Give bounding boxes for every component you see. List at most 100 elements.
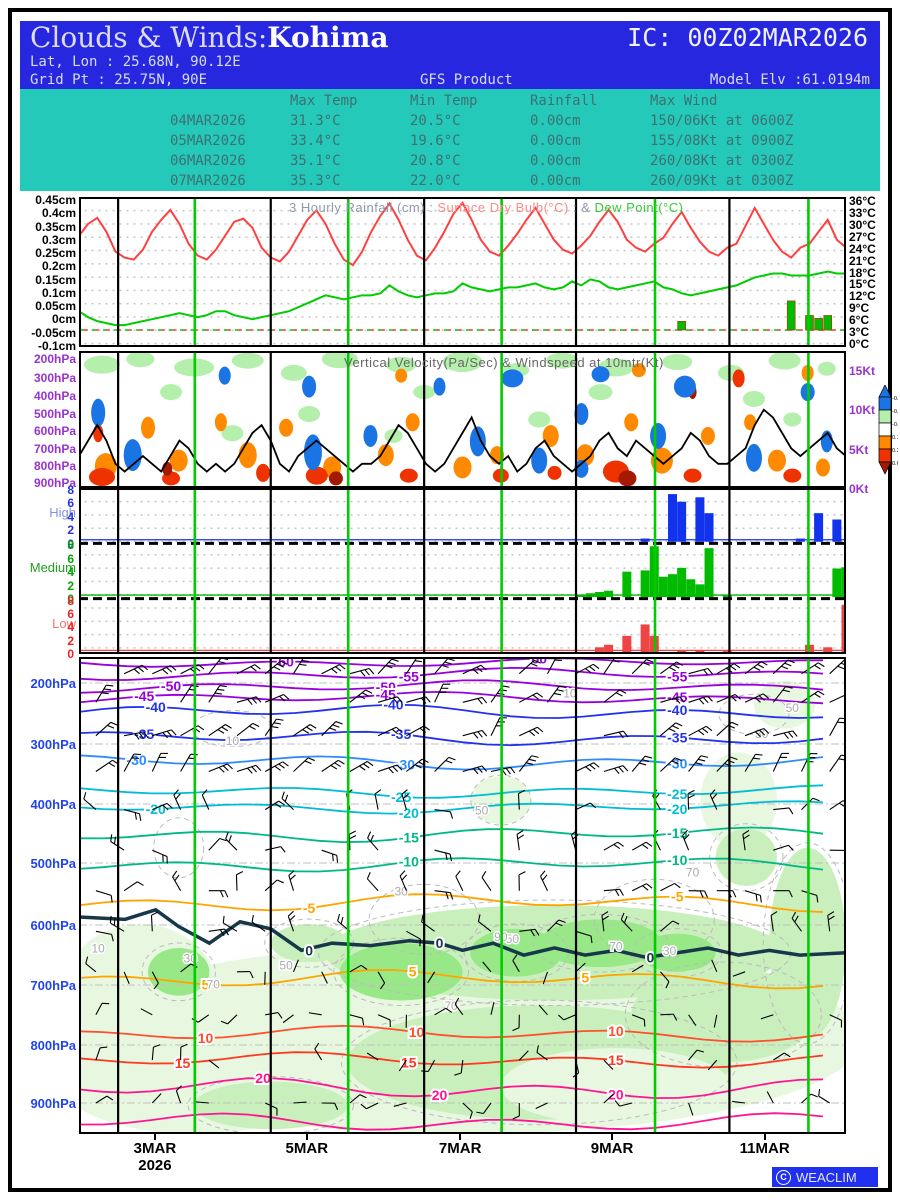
svg-text:0.1: 0.1 (892, 435, 898, 441)
p1-right-tick: 33°C (849, 205, 876, 220)
wind-barb (151, 1044, 161, 1061)
table-header: Max Wind (650, 93, 718, 109)
p1-right-tick: 6°C (849, 313, 870, 328)
wind-barb (744, 753, 763, 772)
wind-barb (518, 1050, 529, 1061)
page-title: Clouds & Winds:Kohima (30, 21, 389, 54)
brand-label: WEACLIM (796, 1169, 857, 1185)
wind-barb (264, 718, 284, 737)
wind-barb (434, 658, 455, 675)
wind-barb (829, 754, 846, 772)
svg-text:50: 50 (475, 803, 489, 817)
wind-barb (732, 971, 746, 977)
x-axis-tick (763, 1134, 766, 1140)
svg-text:15: 15 (175, 1055, 191, 1071)
wind-barb (236, 764, 262, 774)
table-cell: 0.00cm (530, 133, 581, 149)
wind-barb (791, 911, 802, 932)
wind-barb (575, 762, 600, 772)
wind-barb (801, 797, 820, 810)
svg-text:-55: -55 (399, 668, 419, 684)
wind-barb (208, 724, 232, 737)
wind-barb (575, 802, 597, 811)
wind-barb (518, 871, 526, 891)
x-axis-label: 7MAR (438, 1140, 482, 1157)
p3-tick: 8 (67, 593, 74, 608)
wind-barb (151, 1093, 162, 1104)
wind-barb (95, 1002, 110, 1016)
svg-text:-55: -55 (667, 669, 687, 685)
wind-barb (558, 1014, 576, 1021)
table-cell: 20.8°C (410, 153, 461, 169)
wind-barb (631, 841, 653, 851)
wind-barb (349, 1014, 365, 1026)
svg-text:-25: -25 (667, 786, 687, 802)
wind-barb (406, 930, 421, 947)
p4-left-tick: 300hPa (30, 737, 76, 752)
svg-text:0: 0 (436, 935, 444, 951)
wind-barb (744, 728, 770, 738)
outer-frame (8, 8, 892, 1192)
svg-text:-40: -40 (146, 699, 166, 715)
wind-barb (716, 721, 739, 737)
wind-barb (773, 1052, 791, 1061)
table-cell: 22.0°C (410, 173, 461, 189)
svg-text:-30: -30 (126, 752, 146, 768)
wind-barb (293, 757, 315, 772)
table-row: 05MAR2026 33.4°C 19.6°C 0.00cm 155/08Kt at 0… (20, 133, 880, 153)
weaclim-badge[interactable]: C WEACLIM (772, 1167, 878, 1187)
wind-barb (462, 696, 488, 705)
wind-barb (208, 890, 229, 898)
wind-barb (535, 1102, 548, 1109)
wind-barb (631, 883, 653, 892)
svg-text:-25: -25 (391, 789, 411, 805)
wind-barb (349, 667, 375, 677)
wind-barb (293, 1101, 307, 1104)
wind-barb (829, 717, 846, 736)
svg-text:10: 10 (563, 687, 577, 701)
p2-left-tick: 900hPa (33, 476, 76, 490)
p2-right-tick: 5Kt (849, 443, 869, 457)
wind-barb (264, 660, 288, 675)
p3-tick: 6 (67, 551, 74, 566)
wind-barb (236, 664, 261, 675)
wind-barb (632, 1014, 646, 1027)
svg-text:20: 20 (608, 1086, 624, 1102)
table-cell: 260/09Kt at 0300Z (650, 173, 794, 189)
wind-barb (140, 1008, 153, 1016)
wind-barb (308, 1012, 322, 1016)
wind-barb (539, 870, 548, 891)
panel1-title: 3 Hourly Rainfall (cm) : Surface Dry Bul… (289, 200, 683, 215)
wind-barb (236, 971, 254, 979)
wind-barb (235, 870, 244, 891)
wind-barb (377, 658, 399, 675)
wind-barb (516, 830, 525, 851)
latlon: Lat, Lon : 25.68N, 90.12E (30, 54, 241, 70)
wind-barb (801, 690, 825, 703)
wind-barb (477, 914, 492, 932)
svg-text:-30: -30 (395, 756, 415, 772)
svg-text:-20: -20 (399, 805, 419, 821)
wind-barb (427, 971, 436, 984)
wind-barb (264, 761, 289, 772)
panel-rain-temp (79, 197, 846, 347)
svg-text:15: 15 (608, 1052, 624, 1068)
wind-barb (349, 689, 373, 703)
wind-barb (401, 789, 410, 810)
x-axis-label: 11MAR (739, 1140, 790, 1157)
panel-upper-air: 6060-55-55-50-50-45-45-45-40-40-40-35-35… (79, 657, 846, 1134)
svg-text:-50: -50 (161, 678, 181, 694)
svg-text:30: 30 (663, 944, 677, 958)
wind-barb (601, 911, 609, 932)
wind-barb (264, 879, 284, 892)
wind-barb (518, 659, 541, 675)
p3-tick: 4 (67, 620, 74, 635)
wind-barb (123, 881, 144, 892)
wind-barb (434, 683, 451, 703)
svg-text:15: 15 (401, 1054, 417, 1070)
svg-text:-15: -15 (399, 830, 419, 846)
wind-barb (434, 890, 454, 900)
svg-text:-45: -45 (134, 688, 154, 704)
p3-row-label: High (49, 505, 76, 520)
svg-text:0: 0 (305, 942, 313, 958)
